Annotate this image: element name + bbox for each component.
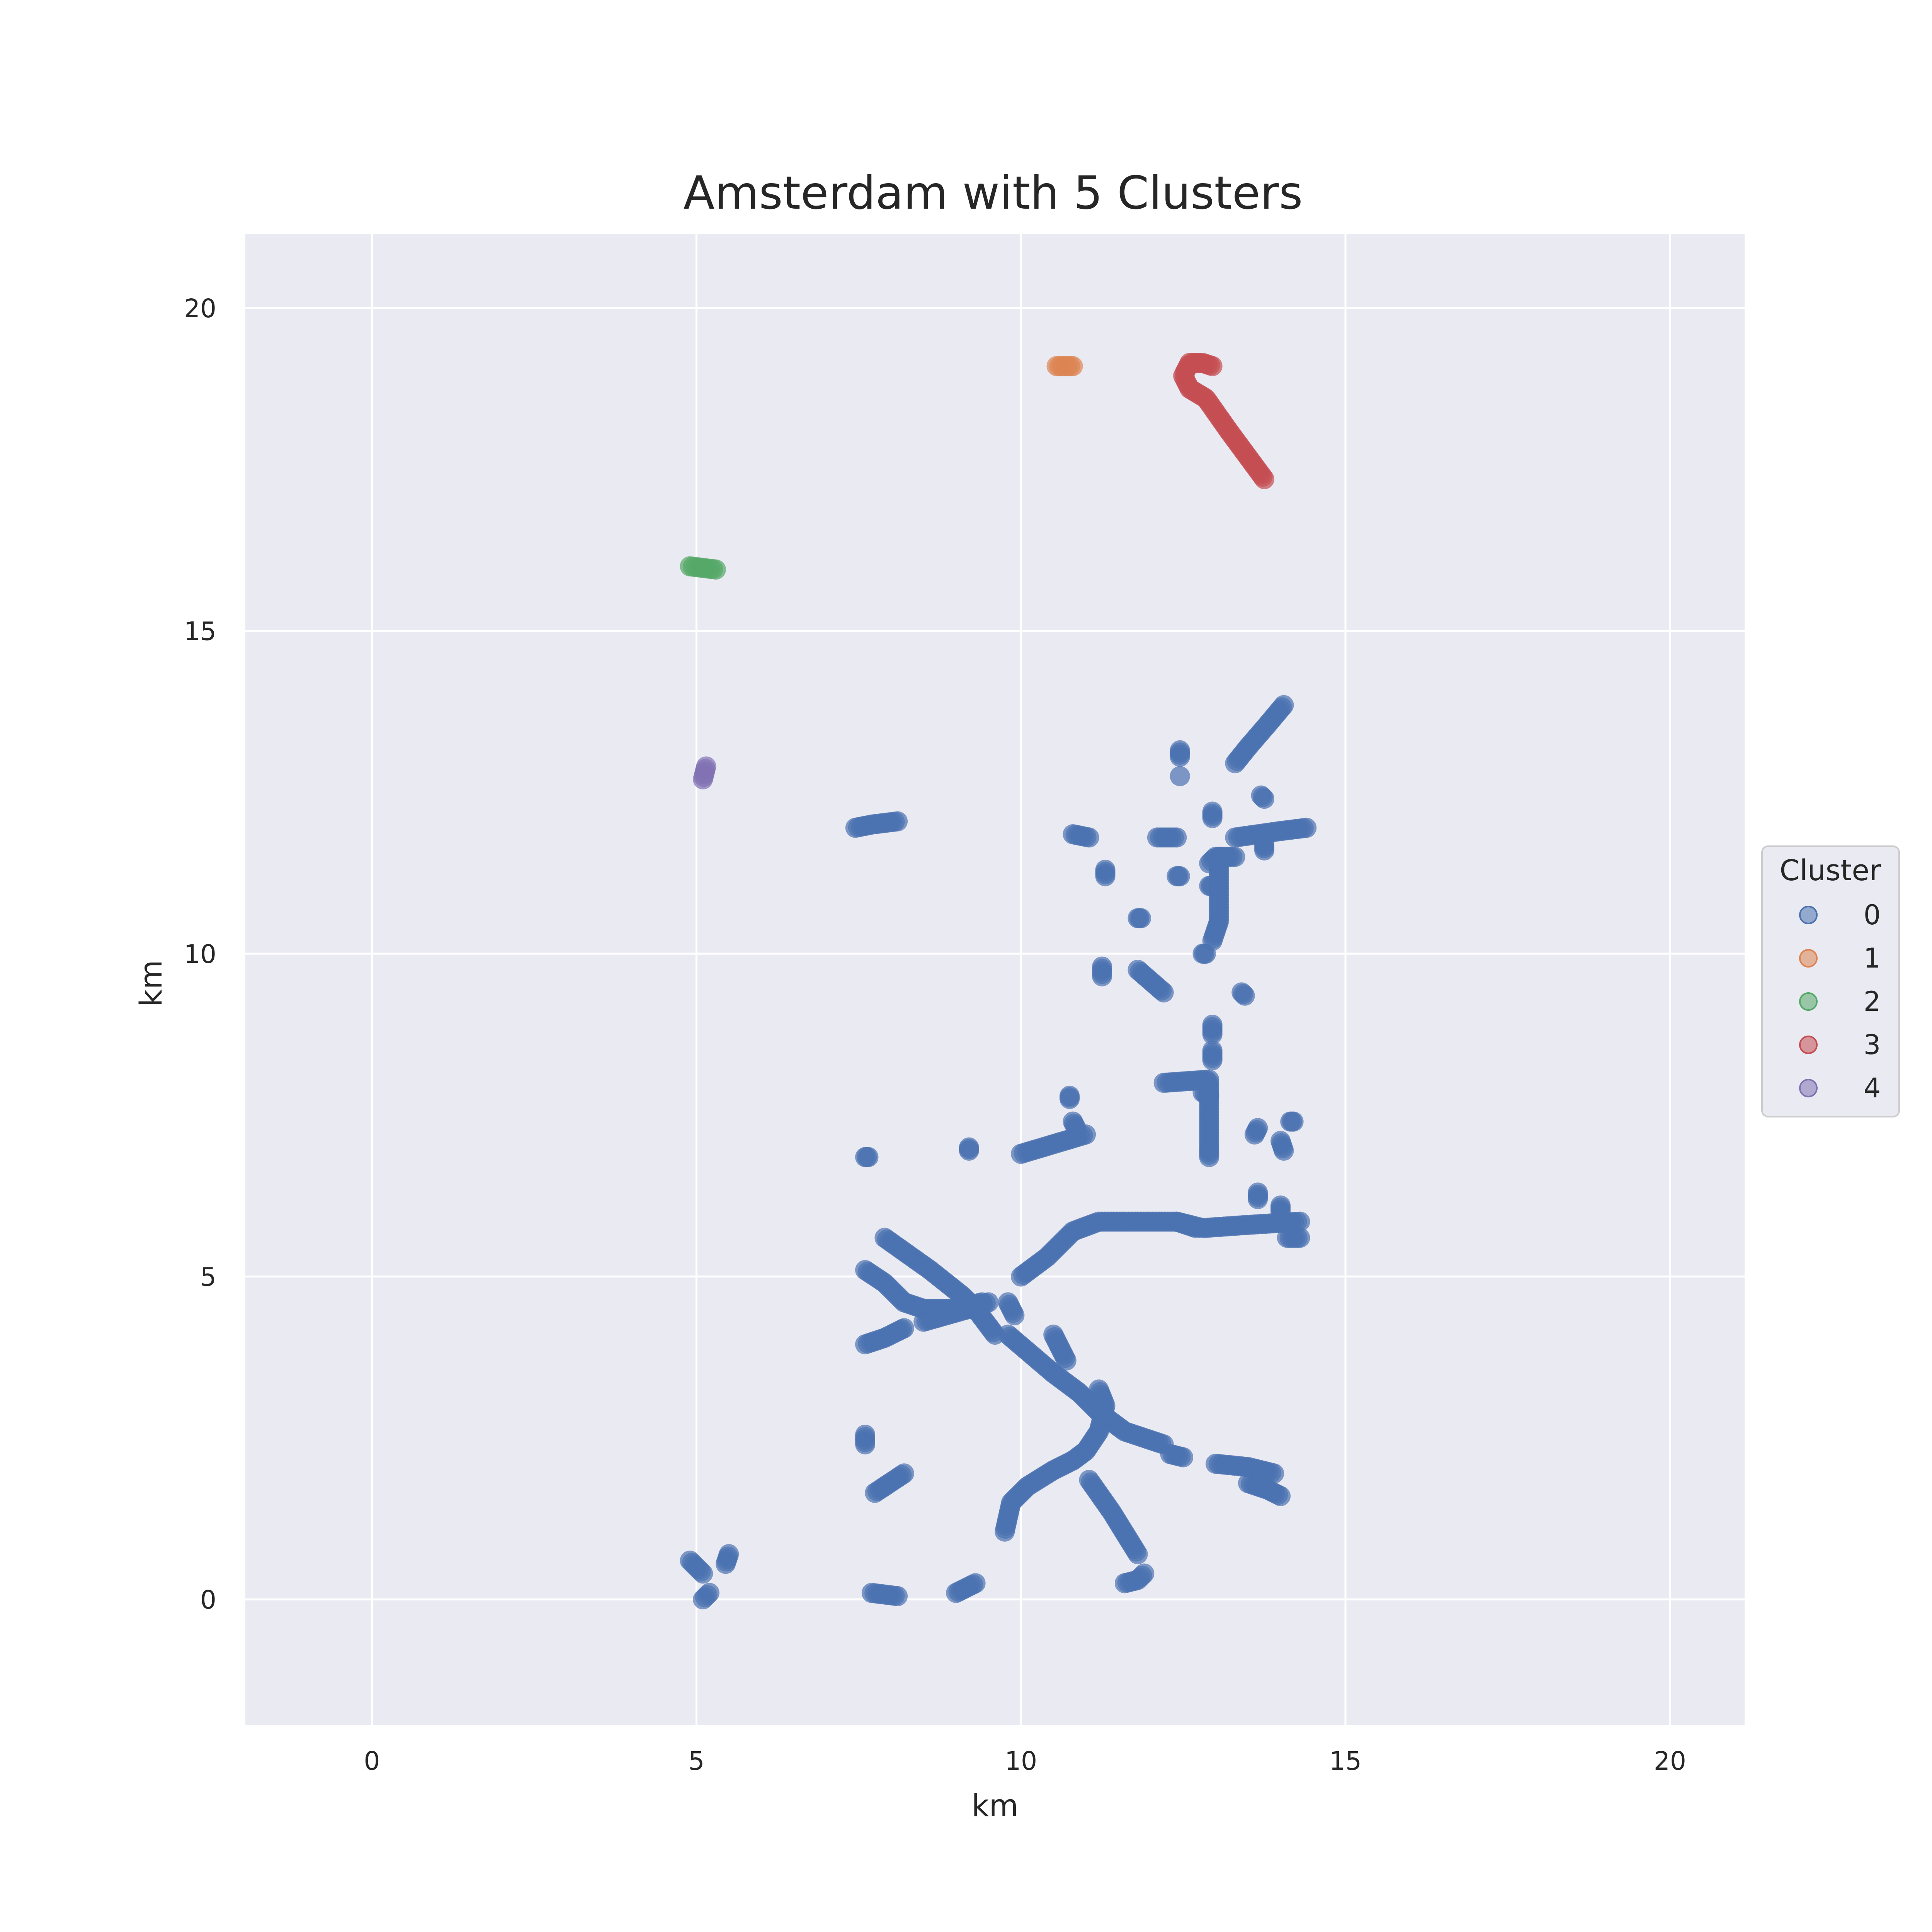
data-point [1248, 1189, 1268, 1209]
y-tick-label: 0 [200, 1585, 216, 1615]
data-point [1134, 1563, 1155, 1584]
data-point [1199, 1147, 1219, 1167]
data-point [1060, 1089, 1080, 1109]
x-tick-label: 10 [1005, 1746, 1037, 1776]
data-point [855, 1434, 876, 1455]
data-point [1202, 876, 1223, 896]
data-point [1296, 818, 1317, 838]
data-point [965, 1573, 986, 1594]
series-3 [1173, 353, 1275, 489]
data-point [1290, 1211, 1310, 1232]
data-point [1270, 1202, 1291, 1222]
legend-marker-3 [1799, 1036, 1818, 1054]
data-point [894, 1463, 914, 1484]
legend-label-4: 4 [1864, 1072, 1881, 1104]
x-tick-label: 0 [364, 1746, 380, 1776]
data-point [1264, 1463, 1284, 1484]
data-point [1170, 747, 1190, 767]
legend-box [1761, 845, 1900, 1117]
data-point [1248, 1118, 1268, 1138]
data-point [1274, 1140, 1294, 1161]
data-point [1202, 808, 1223, 828]
legend-label-1: 1 [1864, 942, 1881, 974]
data-point [1254, 840, 1275, 861]
y-tick-label: 15 [184, 617, 216, 646]
data-point [1199, 1085, 1219, 1106]
plot-area [245, 234, 1745, 1725]
data-point [1186, 1218, 1206, 1238]
data-point [1167, 827, 1187, 848]
y-axis-label: km [134, 960, 169, 1007]
data-point [1079, 827, 1099, 848]
data-point [894, 1318, 914, 1338]
data-point [1202, 1024, 1223, 1045]
data-point [706, 559, 726, 580]
legend-label-2: 2 [1864, 986, 1881, 1017]
y-tick-label: 20 [184, 294, 216, 323]
data-point [1131, 908, 1151, 929]
data-point [699, 1583, 719, 1603]
legend-marker-4 [1799, 1079, 1818, 1097]
data-point [1063, 356, 1083, 376]
data-point [1066, 1118, 1086, 1138]
data-point [1173, 1447, 1194, 1468]
legend-marker-2 [1799, 992, 1818, 1011]
x-tick-label: 15 [1329, 1746, 1362, 1776]
data-point [1254, 789, 1275, 809]
legend-label-3: 3 [1864, 1029, 1881, 1061]
legend-marker-0 [1799, 906, 1818, 924]
series-2 [680, 556, 726, 580]
data-point [1092, 966, 1112, 986]
data-layer [680, 353, 1317, 1610]
y-tick-label: 5 [200, 1262, 216, 1292]
data-point [1290, 1228, 1310, 1248]
data-point [978, 1292, 999, 1313]
data-point [1004, 1305, 1025, 1325]
data-point [1153, 982, 1174, 1003]
data-point [888, 811, 908, 832]
x-axis-label: km [971, 1789, 1018, 1823]
x-tick-label: 20 [1654, 1746, 1686, 1776]
grid-lines [245, 234, 1745, 1725]
data-point [1056, 1350, 1077, 1371]
data-point [696, 756, 716, 777]
y-tick-label: 10 [184, 939, 216, 969]
data-point [1170, 866, 1190, 886]
data-point [858, 1147, 879, 1167]
data-point [1202, 356, 1223, 376]
data-point [1202, 1050, 1223, 1070]
series-1 [1046, 356, 1083, 376]
legend: Cluster 0 1 2 3 4 [1761, 845, 1900, 1117]
data-point [888, 1586, 908, 1606]
legend-label-0: 0 [1864, 899, 1881, 931]
legend-marker-1 [1799, 949, 1818, 968]
data-point [1170, 766, 1190, 786]
data-point [719, 1544, 739, 1565]
data-point [1274, 695, 1294, 715]
chart-title: Amsterdam with 5 Clusters [684, 166, 1303, 219]
data-point [1088, 1379, 1109, 1400]
legend-entries: 0 1 2 3 4 [1799, 899, 1881, 1104]
series-0 [680, 695, 1317, 1610]
data-point [1283, 1111, 1304, 1132]
data-point [959, 1140, 979, 1161]
data-point [693, 1563, 713, 1584]
data-point [1235, 985, 1255, 1006]
data-point [1128, 1544, 1148, 1565]
data-point [1270, 1486, 1291, 1506]
data-point [1095, 866, 1116, 886]
data-point [1225, 847, 1245, 867]
tick-labels: 0 5 10 15 20 0 5 10 15 20 [184, 294, 1686, 1776]
series-4 [693, 756, 716, 789]
legend-title: Cluster [1780, 854, 1881, 887]
x-tick-label: 5 [688, 1746, 704, 1776]
